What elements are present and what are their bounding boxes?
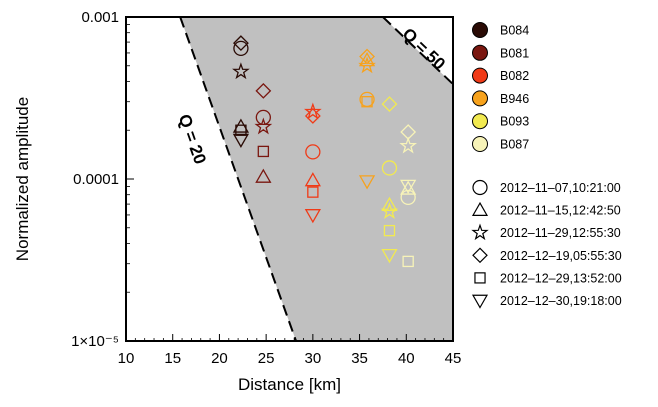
legend-event-label: 2012–12–29,13:52:00 (500, 271, 622, 285)
point-b087-triangle-down (400, 179, 417, 194)
point-b946-star (358, 56, 376, 74)
legend-event-label: 2012–12–19,05:55:30 (500, 249, 622, 263)
q20-label: Q = 20 (175, 112, 210, 167)
point-b084-triangle-down (232, 133, 250, 148)
legend-event-triangle-down-icon (471, 294, 489, 309)
x-tick-label: 30 (305, 350, 322, 367)
y-tick-label: 0.001 (81, 9, 119, 26)
point-b081-star (254, 117, 273, 135)
q20-line (179, 17, 297, 341)
point-b093-square (383, 224, 396, 237)
point-b946-square (361, 96, 373, 108)
legend-station-swatch (472, 136, 488, 152)
point-b946-diamond (359, 48, 375, 65)
point-b081-triangle (255, 168, 272, 183)
legend-station-label: B087 (500, 138, 529, 152)
x-tick-label: 35 (351, 350, 368, 367)
point-b082-triangle (304, 172, 321, 187)
point-b093-diamond (381, 96, 398, 113)
point-b093-triangle (381, 196, 398, 212)
x-tick-label: 25 (258, 350, 275, 367)
legend-event-label: 2012–11–29,12:55:30 (500, 226, 621, 240)
legend-event-diamond-icon (472, 247, 488, 264)
legend-station-label: B084 (500, 24, 529, 38)
point-b087-triangle (400, 180, 417, 195)
point-b084-square (235, 124, 247, 136)
legend-station-swatch (472, 67, 488, 84)
legend-event-triangle-icon (471, 201, 489, 216)
point-b082-diamond (304, 108, 321, 124)
legend-station-label: B093 (500, 115, 529, 129)
legend-event-label: 2012–12–30,19:18:00 (500, 294, 622, 308)
point-b082-triangle-down (304, 209, 321, 224)
point-b082-circle (305, 144, 321, 160)
axes: 10 15 20 25 30 35 40 45 0.001 0.0001 1×10⁻⁵ Distanc… (13, 9, 461, 394)
plot-content: Q = 20Q = 50 (175, 17, 453, 341)
y-tick-label: 1×10⁻⁵ (71, 333, 119, 350)
legend-station-swatch (472, 22, 488, 38)
legend-station-swatch (472, 90, 488, 107)
point-b093-star (380, 202, 399, 220)
y-tick-label: 0.0001 (73, 171, 119, 188)
legend-event-circle-icon (472, 179, 488, 196)
point-b081-square (257, 145, 270, 158)
point-b087-star (399, 136, 418, 154)
point-b084-star (232, 62, 250, 80)
point-b093-circle (381, 160, 398, 176)
legend-event-label: 2012–11–15,12:42:50 (500, 204, 621, 218)
legend-event-star-icon (471, 223, 489, 241)
x-axis-label: Distance [km] (238, 375, 341, 394)
point-b084-triangle (232, 118, 250, 133)
legend-station-swatch (472, 44, 488, 61)
legend: B084 B081 B082 B946 B093 B087 2012–11–07,10:21… (471, 22, 622, 309)
point-b946-triangle-down (358, 175, 376, 190)
point-b093-triangle-down (381, 249, 398, 264)
legend-station-swatch (472, 113, 488, 130)
point-b087-circle (400, 189, 416, 206)
legend-event-label: 2012–11–07,10:21:00 (500, 181, 621, 195)
point-b084-circle (233, 40, 249, 57)
legend-station-label: B081 (500, 46, 529, 60)
legend-station-label: B082 (500, 69, 529, 83)
y-axis-label: Normalized amplitude (13, 97, 32, 261)
point-b087-diamond (400, 124, 417, 140)
x-tick-label: 15 (164, 350, 181, 367)
legend-event-square-icon (474, 272, 486, 284)
x-tick-label: 20 (211, 350, 228, 367)
point-b082-star (303, 102, 322, 120)
legend-station-label: B946 (500, 92, 529, 106)
point-b081-circle (255, 109, 271, 126)
point-b082-square (307, 186, 319, 198)
point-b084-diamond (232, 35, 249, 52)
x-tick-label: 40 (398, 350, 415, 367)
plot-area: Q = 20Q = 50 (175, 17, 453, 341)
point-b081-diamond (255, 82, 272, 99)
point-b087-square (402, 255, 414, 268)
x-tick-label: 10 (118, 350, 135, 367)
x-tick-label: 45 (445, 350, 462, 367)
